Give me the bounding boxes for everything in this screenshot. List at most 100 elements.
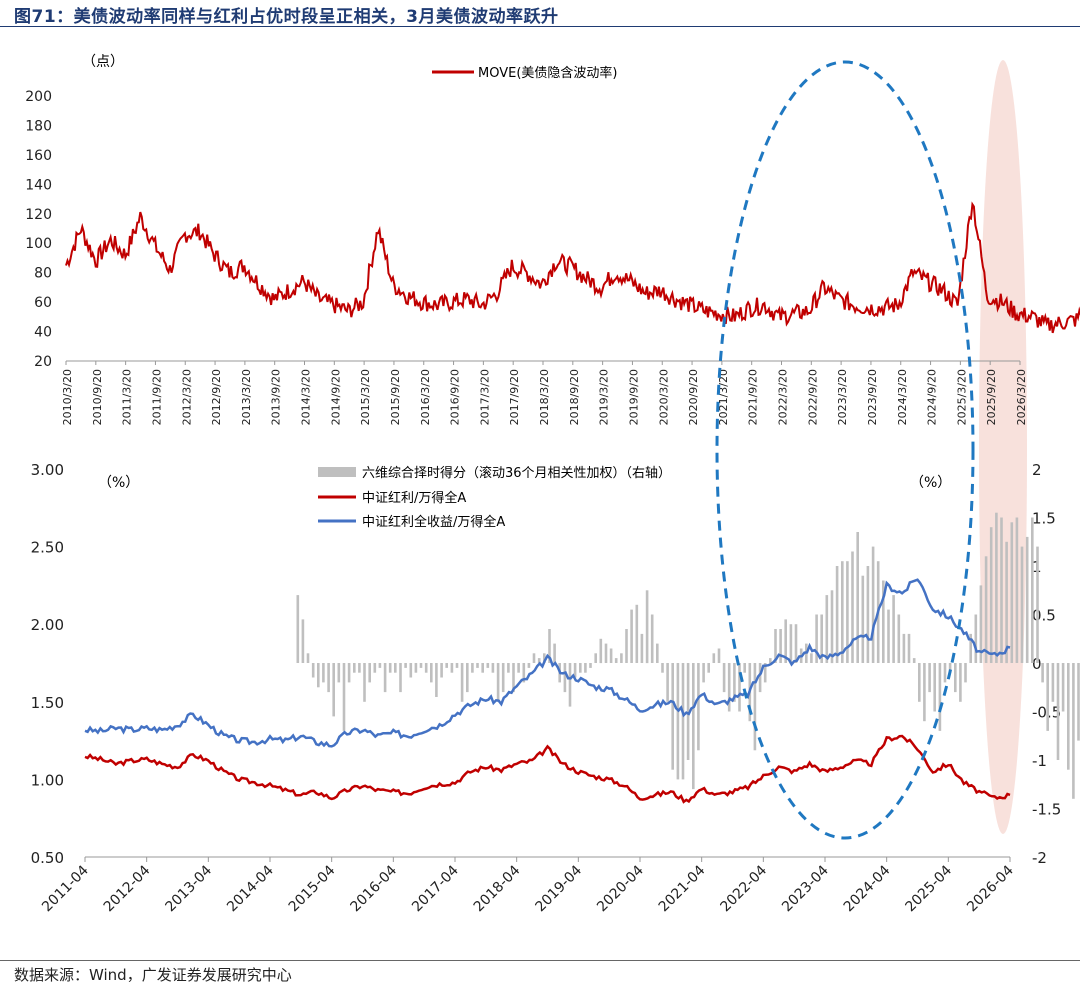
top-legend-label: MOVE(美债隐含波动率) bbox=[478, 65, 617, 81]
timing-score-bar bbox=[373, 663, 377, 673]
timing-score-bar bbox=[435, 663, 438, 697]
timing-score-bar bbox=[445, 663, 448, 668]
timing-score-bar bbox=[347, 663, 351, 683]
left-y-tick-label: 2.00 bbox=[31, 616, 64, 634]
right-y-tick-label: -1 bbox=[1032, 752, 1047, 770]
timing-score-bar bbox=[527, 663, 531, 668]
top-x-tick-label: 2017/9/20 bbox=[508, 369, 521, 425]
timing-score-bar bbox=[938, 663, 942, 731]
top-x-tick-label: 2014/9/20 bbox=[329, 369, 342, 425]
timing-score-bar bbox=[1061, 663, 1065, 712]
timing-score-bar bbox=[625, 629, 628, 663]
timing-score-bar bbox=[923, 663, 926, 722]
left-y-axis: 0.50 1.00 1.50 2.00 2.50 3.00 bbox=[31, 461, 64, 867]
right-y-tick-label: 0.5 bbox=[1032, 607, 1056, 625]
timing-score-bars bbox=[296, 512, 1080, 799]
timing-score-bar bbox=[311, 663, 315, 678]
bottom-x-tick-label: 2022-04 bbox=[717, 862, 770, 915]
right-y-tick-label: -2 bbox=[1032, 849, 1047, 867]
timing-score-bar bbox=[1041, 663, 1044, 683]
timing-score-bar bbox=[306, 653, 310, 663]
bottom-x-tick-label: 2015-04 bbox=[286, 862, 339, 915]
timing-score-bar bbox=[912, 658, 916, 663]
timing-score-bar bbox=[568, 663, 572, 707]
timing-score-bar bbox=[758, 663, 762, 693]
bottom-x-tick-label: 2014-04 bbox=[224, 862, 277, 915]
timing-score-bar bbox=[532, 653, 536, 663]
timing-score-bar bbox=[512, 663, 515, 693]
timing-score-bar bbox=[517, 663, 520, 673]
timing-score-bar bbox=[743, 663, 746, 673]
top-x-tick-label: 2019/3/20 bbox=[598, 369, 611, 425]
timing-score-bar bbox=[1000, 517, 1003, 663]
bottom-x-tick-label: 2011-04 bbox=[39, 862, 92, 915]
timing-score-bar bbox=[620, 653, 623, 663]
timing-score-bar bbox=[738, 663, 741, 712]
timing-score-bar bbox=[846, 561, 849, 663]
timing-score-bar bbox=[486, 663, 490, 668]
timing-score-bar bbox=[835, 566, 839, 663]
legend-bar-label: 六维综合择时得分（滚动36个月相关性加权）（右轴） bbox=[362, 465, 671, 481]
timing-score-bar bbox=[507, 663, 510, 673]
timing-score-bar bbox=[614, 658, 618, 663]
top-x-tick-label: 2014/3/20 bbox=[300, 369, 313, 425]
bottom-x-tick-label: 2012-04 bbox=[101, 862, 154, 915]
timing-score-bar bbox=[995, 512, 998, 663]
title-rule bbox=[0, 26, 1080, 27]
timing-score-bar bbox=[661, 663, 664, 673]
top-x-tick-label: 2011/3/20 bbox=[121, 369, 134, 425]
top-x-tick-label: 2013/3/20 bbox=[240, 369, 253, 425]
highlight-band bbox=[979, 60, 1027, 834]
timing-score-bar bbox=[656, 643, 659, 663]
timing-score-bar bbox=[491, 663, 495, 673]
top-x-tick-label: 2019/9/20 bbox=[627, 369, 640, 425]
footer-rule bbox=[0, 960, 1080, 961]
timing-score-bar bbox=[537, 658, 541, 663]
timing-score-bar bbox=[882, 580, 885, 663]
timing-score-bar bbox=[327, 663, 330, 693]
left-y-tick-label: 2.50 bbox=[31, 539, 64, 557]
timing-score-bar bbox=[296, 595, 300, 663]
timing-score-bar bbox=[460, 663, 464, 702]
timing-score-bar bbox=[1005, 541, 1008, 664]
timing-score-bar bbox=[959, 663, 962, 702]
bottom-x-tick-label: 2024-04 bbox=[841, 862, 894, 915]
top-x-ticks: 2010/3/20 2010/9/20 2011/3/20 2011/9/20 2012… bbox=[61, 361, 1028, 425]
timing-score-bar bbox=[933, 663, 936, 712]
timing-score-bar bbox=[414, 663, 418, 673]
timing-score-bar bbox=[501, 663, 505, 693]
top-x-tick-label: 2022/3/20 bbox=[777, 369, 790, 425]
timing-score-bar bbox=[440, 663, 443, 678]
timing-score-bar bbox=[455, 663, 459, 668]
timing-score-bar bbox=[892, 595, 895, 663]
timing-score-bar bbox=[579, 663, 582, 673]
source-note: 数据来源：Wind，广发证券发展研究中心 bbox=[14, 966, 292, 984]
timing-score-bar bbox=[342, 663, 346, 731]
top-x-tick-label: 2023/3/20 bbox=[836, 369, 849, 425]
dividend-chart: （%） （%） 六维综合择时得分（滚动36个月相关性加权）（右轴） 中证红利/万… bbox=[31, 461, 1080, 915]
timing-score-bar bbox=[974, 614, 978, 663]
top-y-tick-label: 40 bbox=[34, 325, 52, 341]
timing-score-bar bbox=[589, 663, 592, 668]
timing-score-bar bbox=[1046, 663, 1049, 731]
timing-score-bar bbox=[820, 614, 823, 663]
top-y-tick-label: 60 bbox=[34, 295, 52, 311]
timing-score-bar bbox=[948, 663, 952, 673]
timing-score-bar bbox=[969, 633, 972, 663]
top-x-tick-label: 2018/9/20 bbox=[568, 369, 581, 425]
timing-score-bar bbox=[1056, 663, 1060, 760]
top-x-tick-label: 2021/9/20 bbox=[747, 369, 760, 425]
timing-score-bar bbox=[322, 663, 325, 683]
timing-score-bar bbox=[702, 663, 705, 683]
bottom-x-tick-label: 2019-04 bbox=[532, 862, 585, 915]
legend-red-label: 中证红利/万得全A bbox=[362, 490, 466, 506]
timing-score-bar bbox=[563, 663, 567, 693]
top-x-tick-label: 2010/3/20 bbox=[61, 369, 74, 425]
timing-score-bar bbox=[964, 663, 967, 683]
timing-score-bar bbox=[763, 663, 767, 683]
bottom-x-tick-label: 2017-04 bbox=[409, 862, 462, 915]
timing-score-bar bbox=[594, 653, 597, 663]
timing-score-bar bbox=[692, 663, 695, 790]
timing-score-bar bbox=[1077, 663, 1080, 741]
timing-score-bar bbox=[861, 575, 865, 663]
